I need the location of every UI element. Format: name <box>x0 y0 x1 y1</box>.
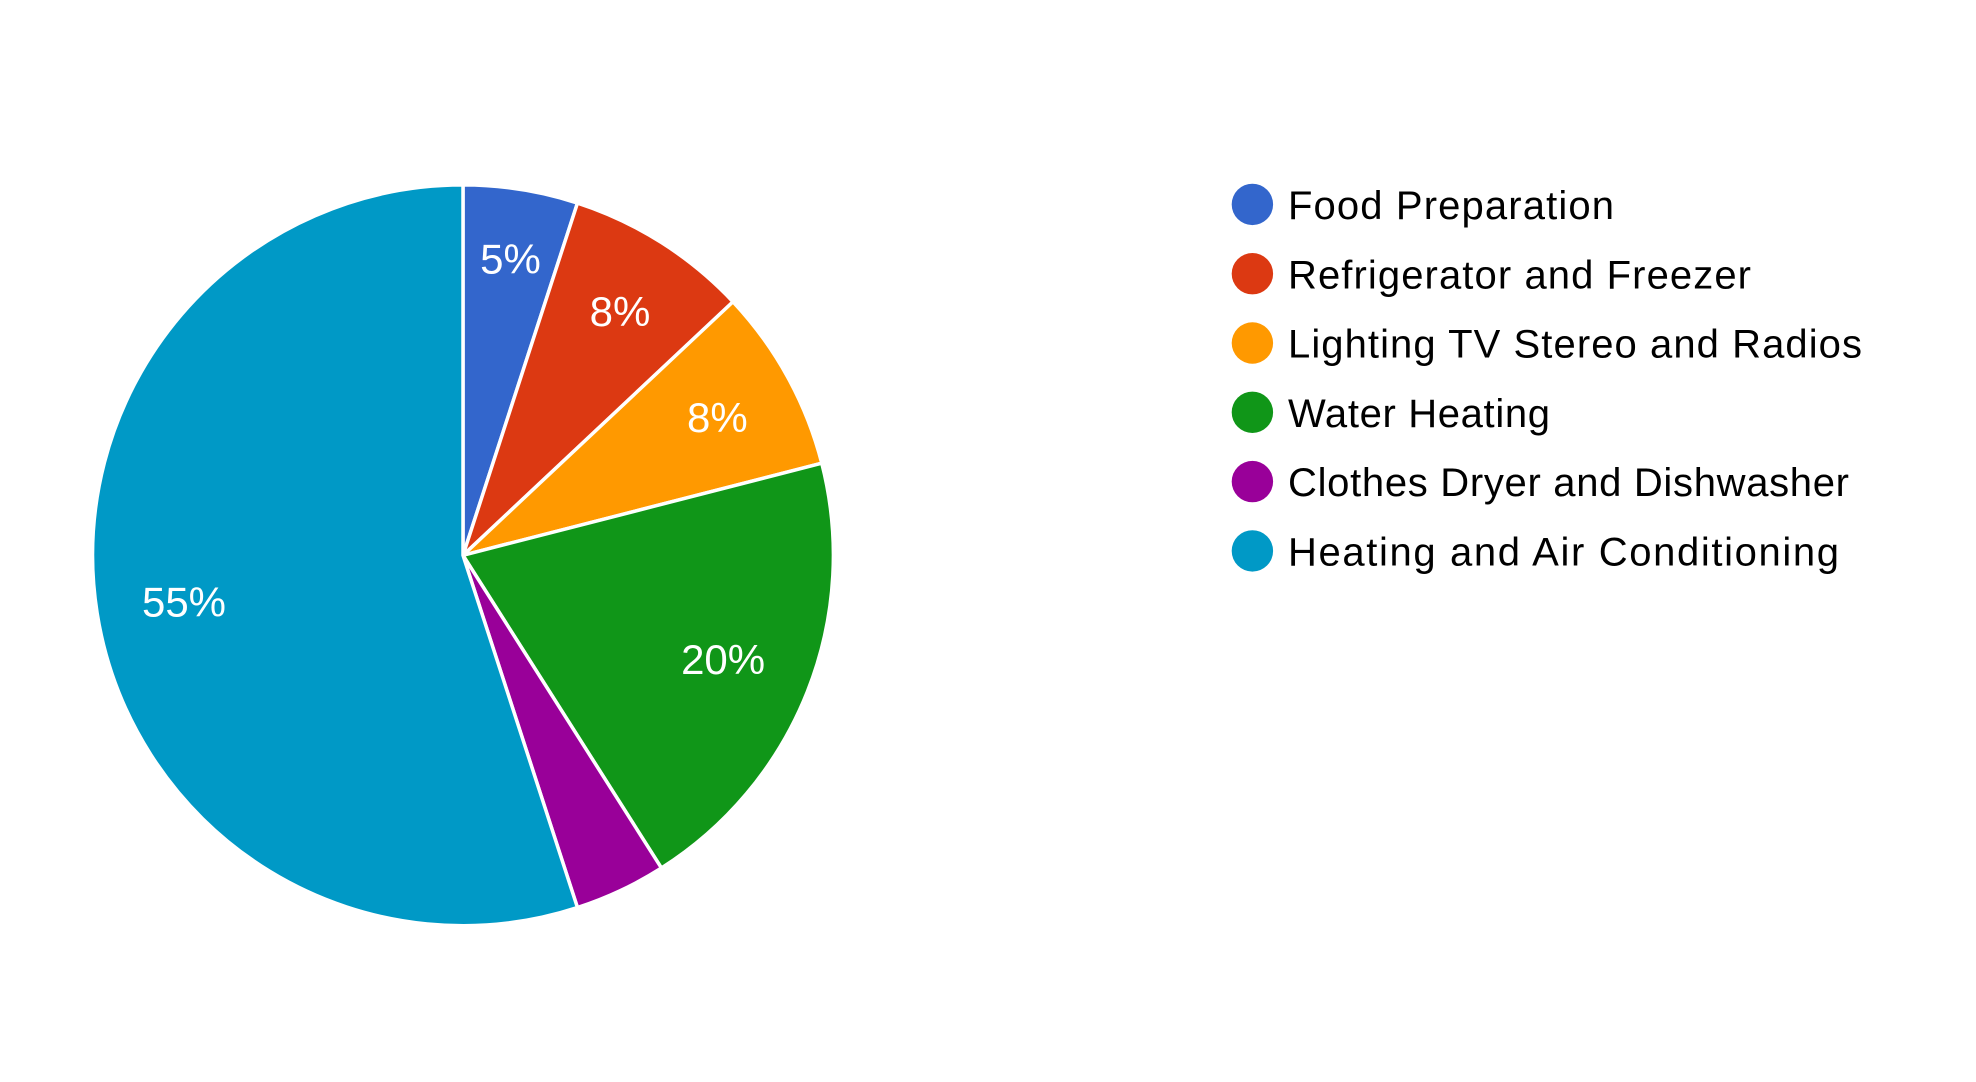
svg-text:Lighting TV Stereo and Radios: Lighting TV Stereo and Radios <box>1288 323 1862 367</box>
svg-text:Food Preparation: Food Preparation <box>1288 184 1614 228</box>
svg-text:5%: 5% <box>480 236 541 283</box>
svg-text:Clothes Dryer and Dishwasher: Clothes Dryer and Dishwasher <box>1288 461 1849 505</box>
svg-text:8%: 8% <box>687 394 748 441</box>
svg-text:Water Heating: Water Heating <box>1288 392 1550 436</box>
svg-text:Heating and Air Conditioning: Heating and Air Conditioning <box>1288 531 1839 575</box>
svg-text:55%: 55% <box>142 579 226 626</box>
svg-text:Refrigerator and Freezer: Refrigerator and Freezer <box>1288 253 1751 297</box>
svg-text:20%: 20% <box>681 636 765 683</box>
svg-text:8%: 8% <box>590 288 651 335</box>
